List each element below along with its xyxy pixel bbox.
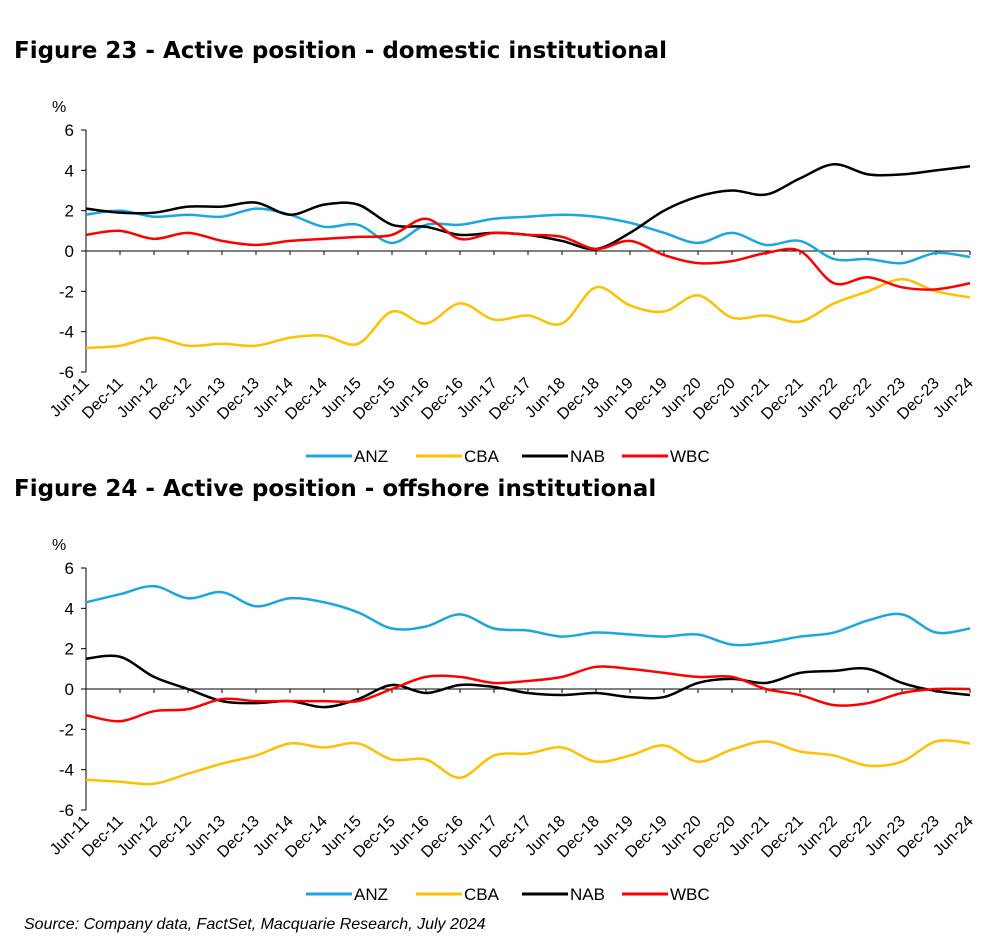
legend-label-nab: NAB <box>570 885 605 904</box>
y-tick-label: -4 <box>59 323 74 342</box>
legend-label-cba: CBA <box>464 447 500 466</box>
y-tick-label: 4 <box>65 161 74 180</box>
y-axis-label: % <box>52 537 66 554</box>
y-tick-label: 0 <box>65 680 74 699</box>
y-tick-label: -6 <box>59 801 74 820</box>
series-line-cba <box>85 277 971 350</box>
y-tick-label: 0 <box>65 242 74 261</box>
chart-title: Figure 24 - Active position - offshore i… <box>14 476 657 502</box>
legend-label-cba: CBA <box>464 885 500 904</box>
y-tick-label: -2 <box>59 720 74 739</box>
series-line-anz <box>85 207 971 265</box>
y-tick-label: -4 <box>59 761 74 780</box>
legend-label-nab: NAB <box>570 447 605 466</box>
series-line-nab <box>85 654 971 709</box>
series-line-wbc <box>85 217 971 291</box>
series-line-cba <box>85 739 971 786</box>
y-tick-label: 2 <box>65 640 74 659</box>
y-tick-label: -2 <box>59 282 74 301</box>
y-tick-label: -6 <box>59 363 74 382</box>
y-tick-label: 4 <box>65 599 74 618</box>
line-chart-domestic: %6420-2-4-6Jun-11Dec-11Jun-12Dec-12Jun-1… <box>47 99 977 466</box>
series-line-anz <box>85 584 971 647</box>
series-line-wbc <box>85 665 971 723</box>
chart-title: Figure 23 - Active position - domestic i… <box>14 38 668 64</box>
source-note: Source: Company data, FactSet, Macquarie… <box>24 916 486 933</box>
series-line-nab <box>85 163 971 251</box>
line-chart-offshore: %6420-2-4-6Jun-11Dec-11Jun-12Dec-12Jun-1… <box>47 537 977 904</box>
legend-label-wbc: WBC <box>670 447 710 466</box>
legend-label-wbc: WBC <box>670 885 710 904</box>
y-axis-label: % <box>52 99 66 116</box>
y-tick-label: 6 <box>65 121 74 140</box>
legend-label-anz: ANZ <box>354 885 388 904</box>
y-tick-label: 2 <box>65 202 74 221</box>
y-tick-label: 6 <box>65 559 74 578</box>
legend-label-anz: ANZ <box>354 447 388 466</box>
